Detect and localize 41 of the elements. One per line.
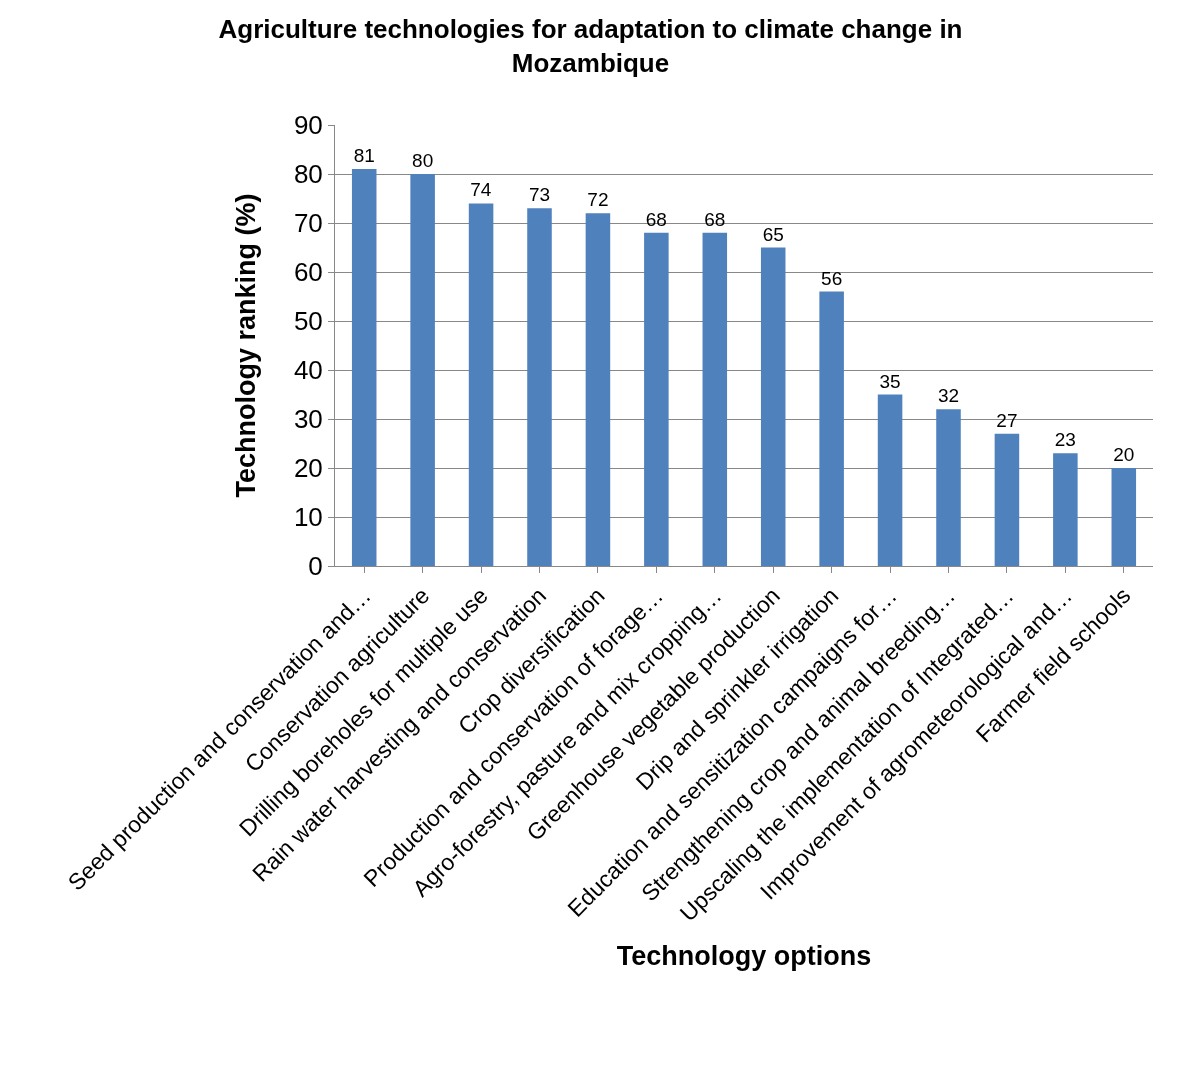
y-tick-label: 70 [293, 208, 323, 239]
y-tick-label: 10 [293, 502, 323, 533]
y-tick-label: 20 [293, 453, 323, 484]
bar [702, 232, 728, 566]
data-label: 20 [1113, 444, 1135, 465]
data-label: 68 [645, 208, 667, 230]
bar [1053, 453, 1078, 566]
bar [760, 247, 786, 566]
bar [1111, 468, 1137, 566]
y-tick-label: 0 [308, 551, 323, 582]
data-label: 74 [470, 179, 492, 201]
bar [936, 409, 961, 566]
bar [819, 291, 844, 566]
data-label: 68 [704, 208, 726, 230]
data-label: 23 [1054, 429, 1076, 451]
bar [644, 232, 669, 566]
y-axis-title: Technology ranking (%) [230, 193, 261, 498]
y-tick-label: 50 [293, 306, 323, 337]
bar [877, 394, 903, 566]
bar [585, 213, 611, 566]
chart-title: Agriculture technologies for adaptation to climate change in Mozambique [218, 14, 963, 78]
data-label: 80 [412, 150, 434, 171]
data-label: 56 [821, 267, 843, 289]
bar [994, 433, 1020, 566]
data-label: 35 [879, 370, 901, 392]
bar [468, 203, 494, 566]
y-tick-label: 90 [293, 110, 323, 141]
data-label: 27 [996, 409, 1018, 431]
y-tick-label: 60 [293, 257, 323, 288]
y-tick-label: 40 [293, 355, 323, 386]
y-tick-label: 80 [293, 159, 323, 190]
bar [527, 208, 552, 566]
bar [351, 169, 377, 566]
data-label: 73 [528, 184, 551, 206]
x-axis-title: Technology options [616, 940, 872, 971]
bar [410, 174, 435, 566]
data-label: 72 [587, 189, 609, 211]
data-label: 81 [353, 145, 375, 167]
data-label: 65 [762, 223, 784, 245]
data-label: 32 [937, 385, 960, 407]
y-tick-label: 30 [293, 404, 323, 435]
